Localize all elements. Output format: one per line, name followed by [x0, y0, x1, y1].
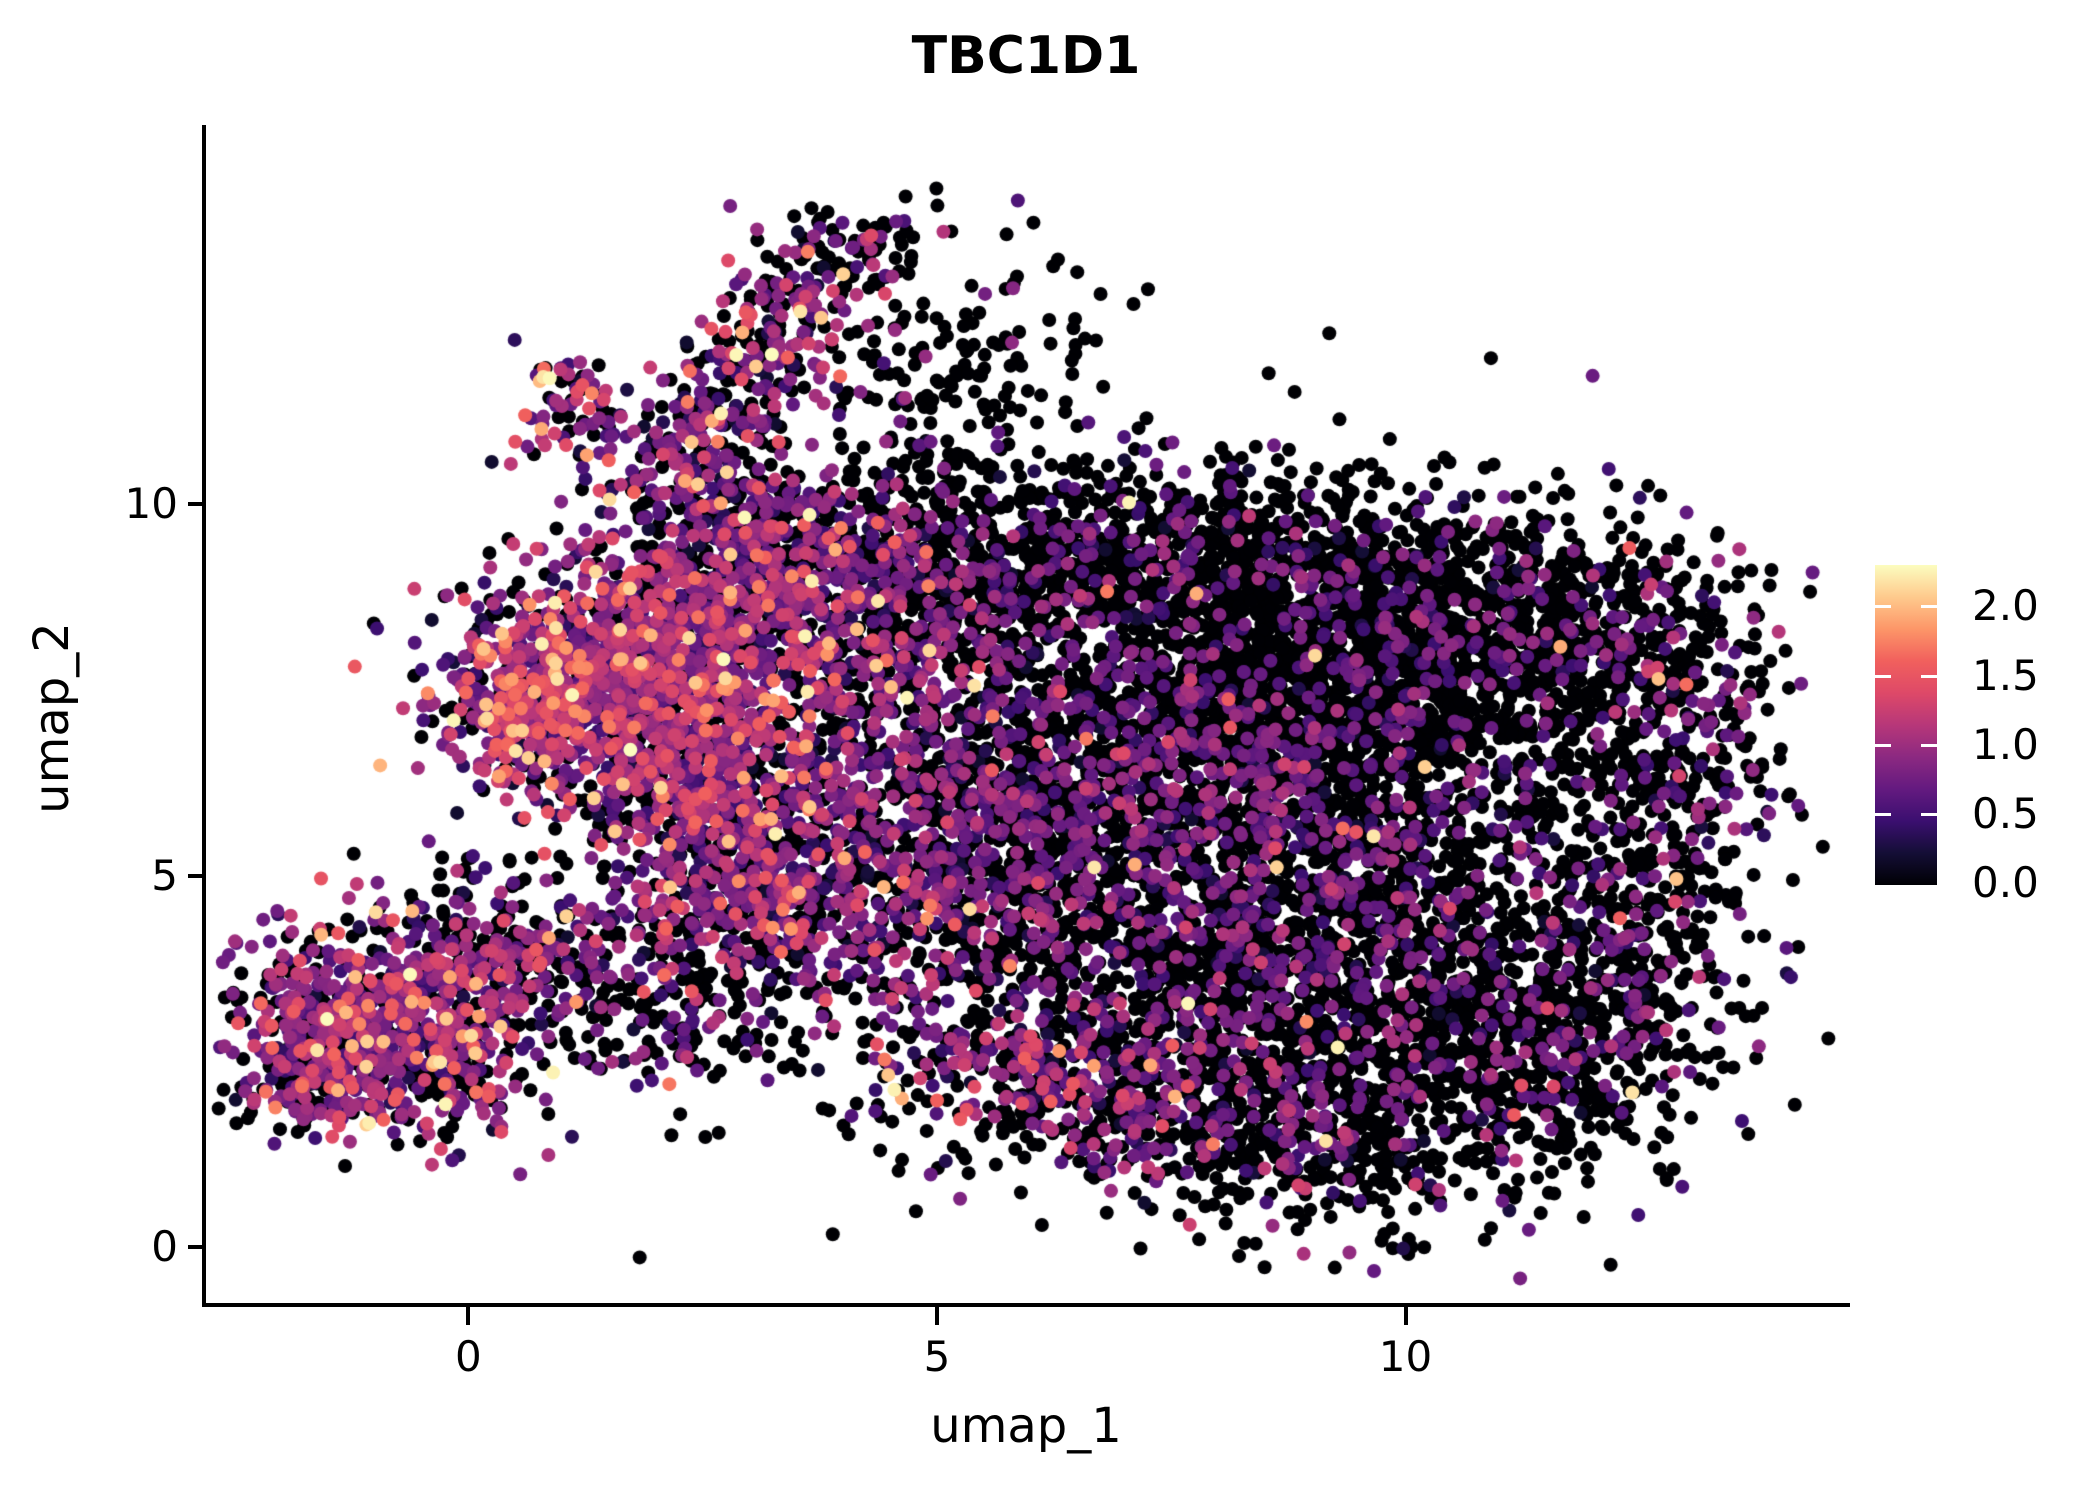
y-tick-mark [188, 1245, 206, 1250]
x-tick-mark [466, 1307, 471, 1325]
colorbar-tick-notch [1921, 812, 1937, 816]
colorbar-tick-label: 0.5 [1972, 788, 2039, 838]
x-tick-mark [934, 1307, 939, 1325]
colorbar-gradient [1875, 565, 1937, 885]
x-axis-spine [202, 1303, 1850, 1307]
colorbar-tick-label: 1.5 [1972, 650, 2039, 700]
colorbar-tick-notch [1875, 605, 1891, 609]
y-tick-label: 5 [151, 850, 178, 900]
x-axis-label: umap_1 [930, 1398, 1122, 1454]
x-tick-label: 10 [1378, 1332, 1433, 1381]
y-axis-spine [202, 125, 206, 1307]
y-tick-mark [188, 873, 206, 878]
y-axis-label: umap_2 [24, 622, 80, 814]
colorbar-tick-notch [1921, 674, 1937, 678]
colorbar-tick-label: 0.0 [1972, 858, 2039, 907]
colorbar-tick-label: 1.0 [1972, 719, 2039, 769]
y-tick-label: 0 [151, 1222, 178, 1272]
colorbar-tick-notch [1921, 605, 1937, 609]
y-tick-mark [188, 502, 206, 507]
colorbar-tick-notch [1875, 743, 1891, 747]
x-tick-mark [1403, 1307, 1408, 1325]
x-tick-label: 5 [923, 1332, 951, 1381]
colorbar-tick-notch [1921, 743, 1937, 747]
colorbar-tick-label: 2.0 [1972, 581, 2039, 631]
colorbar-tick-notch [1875, 674, 1891, 678]
colorbar-tick-notch [1875, 812, 1891, 816]
y-tick-label: 10 [124, 479, 178, 529]
x-tick-label: 0 [455, 1332, 482, 1381]
